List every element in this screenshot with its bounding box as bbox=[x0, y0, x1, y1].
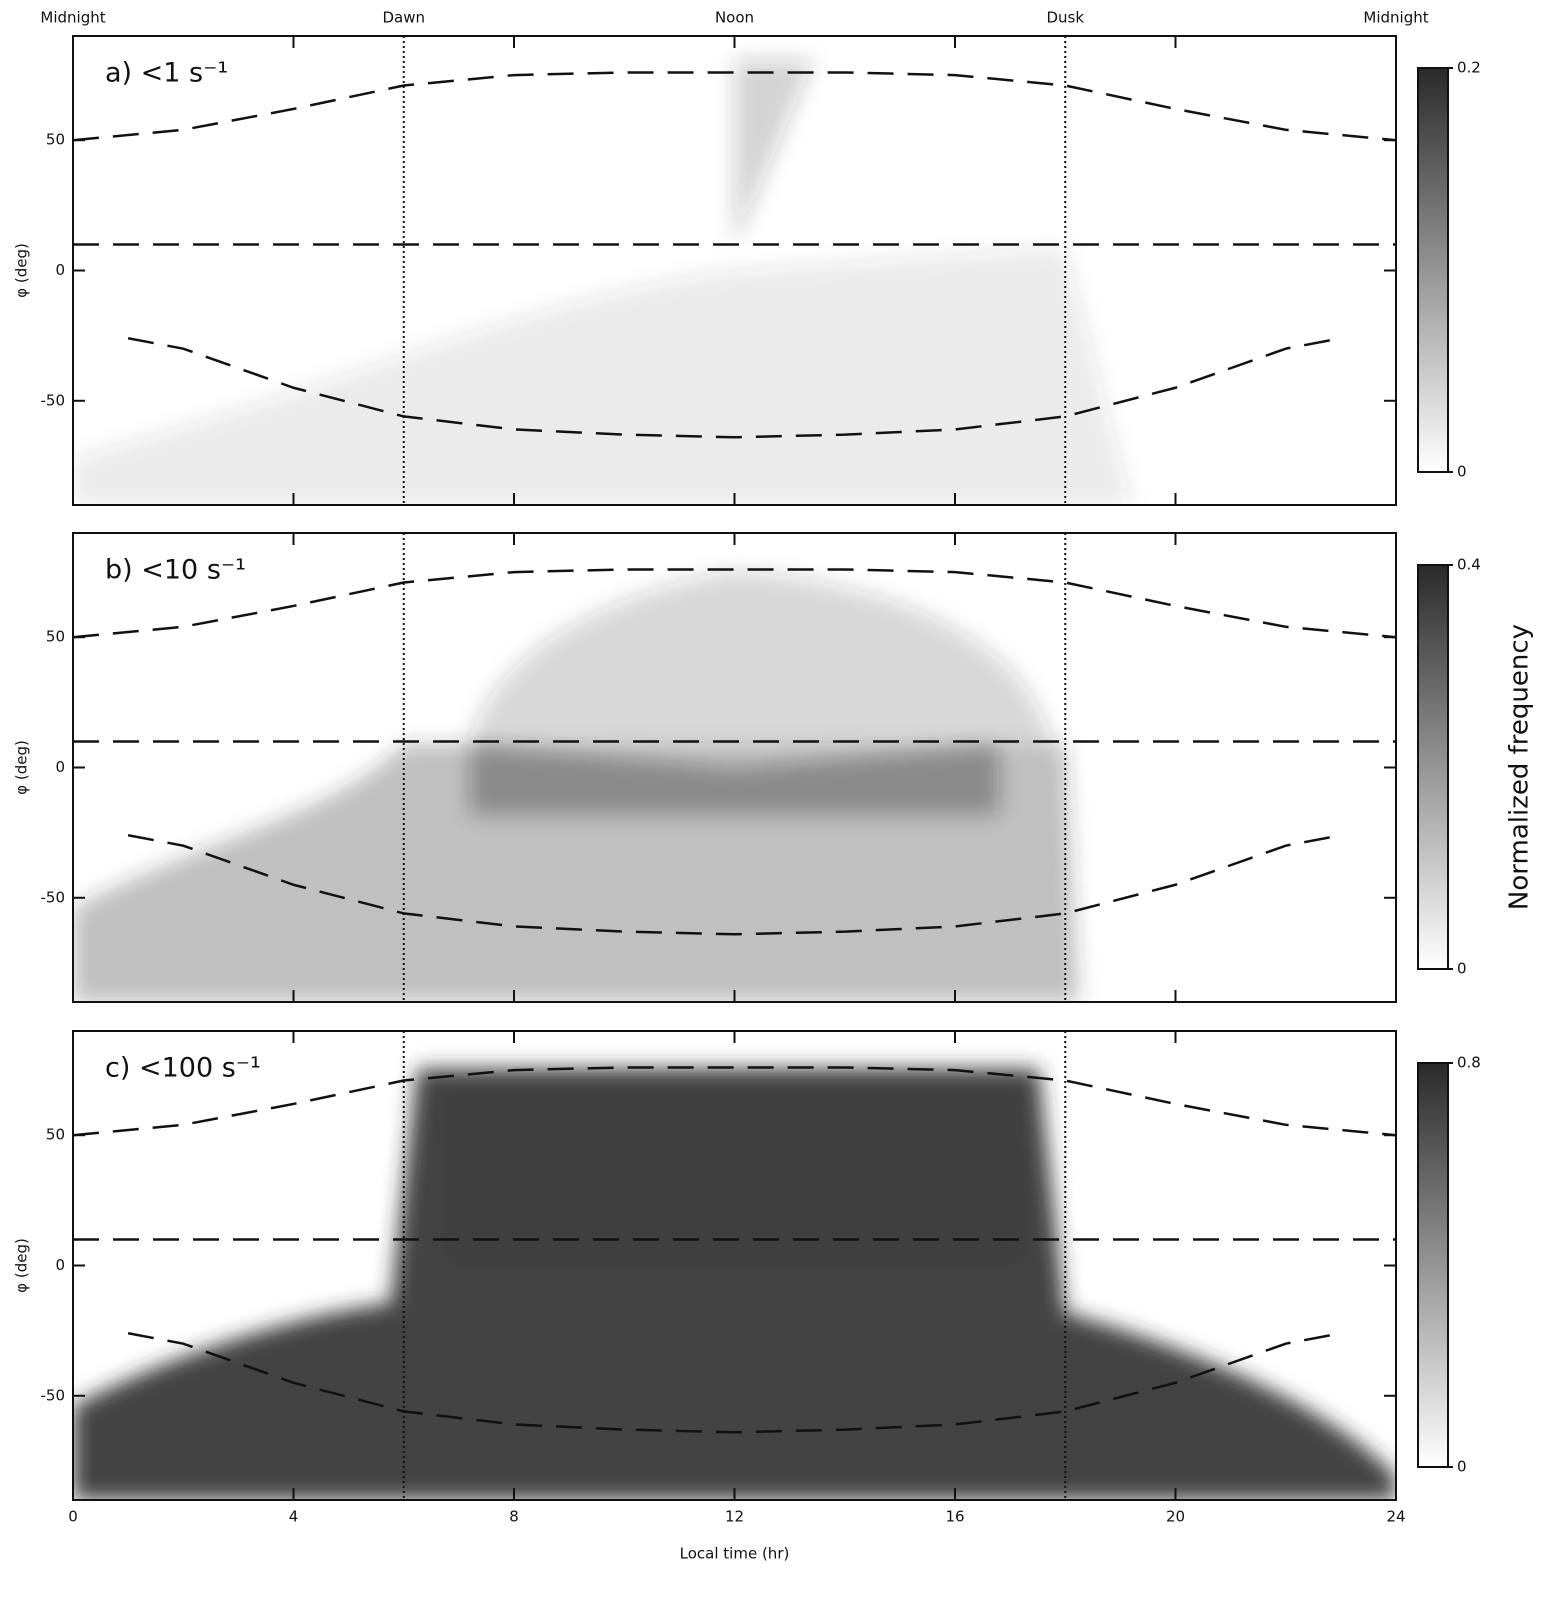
top-tick-label: Dawn bbox=[382, 9, 425, 27]
y-tick-label: 50 bbox=[46, 131, 65, 149]
y-axis-label: φ (deg) bbox=[13, 1238, 31, 1293]
colorbar-tick-label: 0 bbox=[1457, 960, 1467, 978]
y-tick-label: 0 bbox=[55, 1256, 65, 1274]
x-tick-label: 0 bbox=[68, 1508, 78, 1526]
panel-label: b) <10 s⁻¹ bbox=[105, 555, 246, 586]
colorbar-tick-label: 0 bbox=[1457, 1458, 1467, 1476]
colorbar bbox=[1418, 565, 1448, 969]
panel-label: a) <1 s⁻¹ bbox=[105, 58, 228, 89]
y-tick-label: 50 bbox=[46, 628, 65, 646]
heat-blur bbox=[73, 1069, 1396, 1500]
y-tick-label: -50 bbox=[41, 888, 66, 906]
x-tick-label: 8 bbox=[509, 1508, 519, 1526]
figure: -50 0 50 Midnight Dawn Noon Dusk Midnight φ (deg… bbox=[0, 0, 1552, 1609]
colorbar-label: Normalized frequency bbox=[1505, 624, 1535, 910]
heat-field bbox=[73, 1069, 1396, 1500]
heat-region bbox=[470, 571, 1052, 745]
colorbar-tick-label: 0.8 bbox=[1457, 1054, 1481, 1072]
x-tick-label: 16 bbox=[945, 1508, 964, 1526]
colorbar bbox=[1418, 1063, 1448, 1467]
y-tick-label: 0 bbox=[55, 758, 65, 776]
panel-label: c) <100 s⁻¹ bbox=[105, 1053, 261, 1084]
x-tick-label: 4 bbox=[289, 1508, 299, 1526]
x-tick-label: 20 bbox=[1166, 1508, 1185, 1526]
top-tick-label: Midnight bbox=[1363, 9, 1428, 27]
top-tick-label: Dusk bbox=[1046, 9, 1084, 27]
heat-blur bbox=[73, 571, 1078, 1002]
x-tick-label: 12 bbox=[725, 1508, 744, 1526]
heat-region bbox=[73, 247, 1131, 505]
y-axis-label: φ (deg) bbox=[13, 243, 31, 298]
heat-region bbox=[735, 59, 814, 247]
heat-field bbox=[73, 59, 1131, 505]
top-tick-label: Midnight bbox=[40, 9, 105, 27]
y-tick-label: -50 bbox=[41, 1386, 66, 1404]
colorbar-tick-label: 0.4 bbox=[1457, 556, 1481, 574]
heat-blur bbox=[73, 59, 1131, 505]
y-tick-label: 50 bbox=[46, 1126, 65, 1144]
colorbar bbox=[1418, 68, 1448, 472]
top-tick-label: Noon bbox=[715, 9, 754, 27]
x-tick-label: 24 bbox=[1386, 1508, 1405, 1526]
x-axis-label: Local time (hr) bbox=[680, 1545, 790, 1563]
colorbar-tick-label: 0 bbox=[1457, 463, 1467, 481]
colorbar-tick-label: 0.2 bbox=[1457, 59, 1481, 77]
y-axis-label: φ (deg) bbox=[13, 740, 31, 795]
y-tick-label: -50 bbox=[41, 391, 66, 409]
heat-field bbox=[73, 571, 1078, 1002]
y-tick-label: 0 bbox=[55, 261, 65, 279]
